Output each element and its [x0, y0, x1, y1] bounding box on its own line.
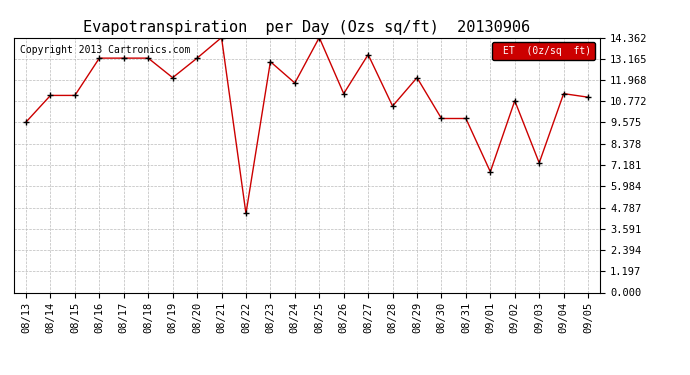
Text: Copyright 2013 Cartronics.com: Copyright 2013 Cartronics.com	[19, 45, 190, 55]
Legend: ET  (0z/sq  ft): ET (0z/sq ft)	[492, 42, 595, 60]
Title: Evapotranspiration  per Day (Ozs sq/ft)  20130906: Evapotranspiration per Day (Ozs sq/ft) 2…	[83, 20, 531, 35]
